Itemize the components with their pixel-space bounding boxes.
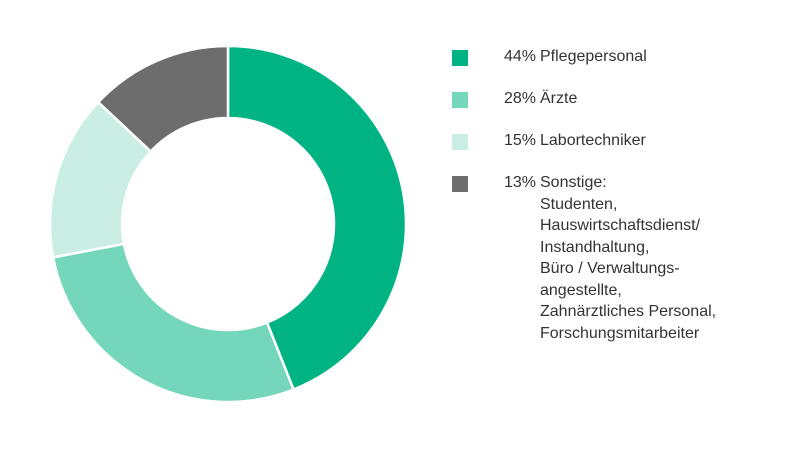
- legend-item-sonstige: 13% Sonstige: Studenten, Hauswirtschafts…: [452, 172, 792, 344]
- legend-detail-line: angestellte,: [540, 281, 622, 299]
- legend-swatch-aerzte: [452, 92, 468, 108]
- legend-item-aerzte: 28% Ärzte: [452, 88, 792, 130]
- legend-label-sonstige: Sonstige:: [540, 174, 607, 191]
- legend-percent-pflegepersonal: 44%: [503, 48, 536, 65]
- donut-slice-1: [51, 242, 296, 404]
- donut-slices: [48, 44, 408, 404]
- legend-detail-line: Instandhaltung,: [540, 238, 650, 256]
- legend-item-labortechniker: 15% Labortechniker: [452, 130, 792, 172]
- legend-detail-line: Studenten,: [540, 195, 618, 213]
- legend-swatch-sonstige: [452, 176, 468, 192]
- legend-label-sonstige-block: Sonstige: Studenten, Hauswirtschaftsdien…: [540, 172, 792, 344]
- legend-swatch-pflegepersonal: [452, 50, 468, 66]
- legend-detail-line: Hauswirtschaftsdienst/: [540, 217, 701, 234]
- legend-label-pflegepersonal: Pflegepersonal: [540, 48, 647, 65]
- chart-legend: 44% Pflegepersonal 28% Ärzte 15% Laborte…: [452, 46, 792, 344]
- donut-slice-0: [226, 44, 408, 392]
- legend-percent-sonstige: 13%: [503, 174, 536, 191]
- legend-percent-labortechniker: 15%: [503, 132, 536, 149]
- donut-slice-3: [96, 44, 230, 154]
- legend-swatch-labortechniker: [452, 134, 468, 150]
- legend-detail-line: Forschungsmitarbeiter: [540, 324, 700, 342]
- legend-detail-line: Büro / Verwaltungs-: [540, 260, 680, 277]
- legend-label-aerzte: Ärzte: [540, 90, 578, 107]
- legend-detail-line: Zahnärztliches Personal,: [540, 303, 717, 320]
- legend-item-pflegepersonal: 44% Pflegepersonal: [452, 46, 792, 88]
- legend-label-labortechniker: Labortechniker: [540, 132, 646, 149]
- legend-percent-aerzte: 28%: [503, 90, 536, 107]
